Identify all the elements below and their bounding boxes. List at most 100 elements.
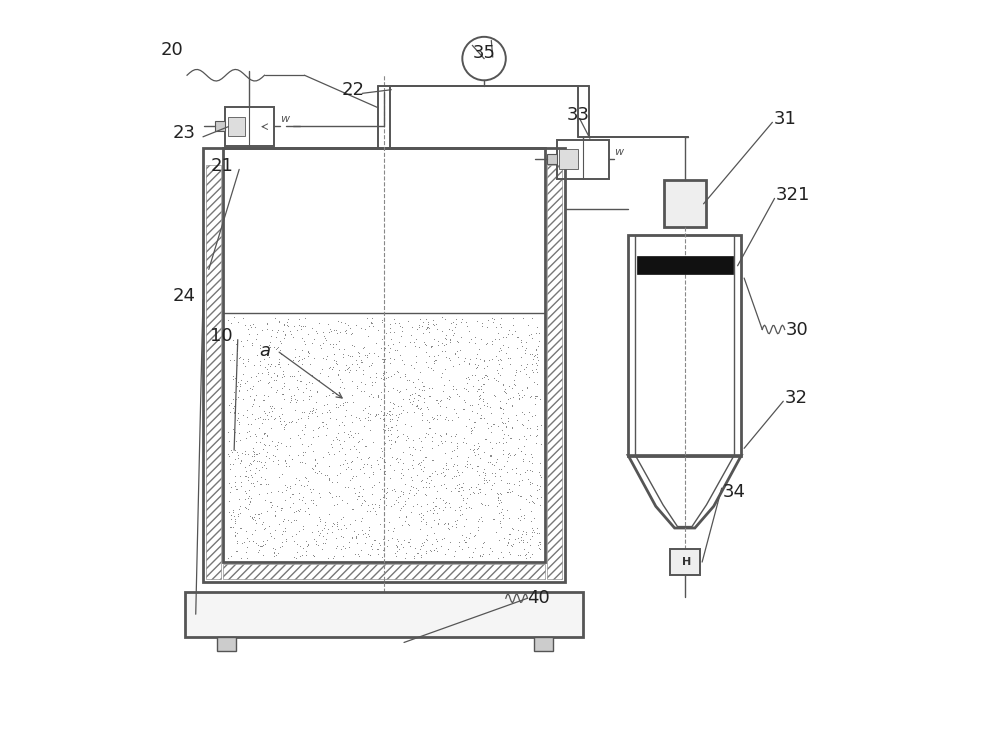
Point [442,355,458,366]
Point [506,450,522,461]
Point [397,478,413,490]
Point [375,374,391,385]
Point [496,460,512,472]
Point [394,326,410,337]
Point [404,399,420,410]
Point [250,367,266,379]
Point [486,372,502,384]
Point [344,456,360,467]
Point [246,393,262,404]
Point [460,385,476,397]
Point [449,388,465,399]
Point [472,389,488,401]
Point [520,546,536,558]
Point [476,378,492,390]
Point [430,518,446,530]
Point [409,548,425,559]
Point [393,472,409,484]
Point [332,467,348,479]
Point [308,404,324,415]
Point [336,426,352,437]
Point [340,319,356,331]
Point [451,541,467,553]
Point [499,486,515,498]
Point [230,376,246,388]
Point [361,471,377,483]
Point [333,543,349,555]
Point [448,383,464,395]
Point [396,358,412,370]
Point [310,423,326,434]
Point [254,418,270,429]
Point [315,337,331,349]
Point [411,321,427,333]
Point [381,516,397,528]
Point [515,537,531,548]
Point [341,361,357,372]
Point [523,515,539,526]
Point [428,492,444,504]
Point [298,535,314,547]
Point [504,382,520,393]
Point [461,358,477,369]
Point [361,524,377,536]
Text: 321: 321 [775,185,810,204]
Point [416,396,432,407]
Point [491,345,507,357]
Point [293,375,309,387]
Point [448,518,464,530]
Point [514,407,530,418]
Point [512,550,528,561]
Point [450,485,466,497]
Point [231,418,247,430]
Point [269,500,285,512]
Point [335,511,351,523]
Point [366,534,382,546]
Point [470,359,486,371]
Point [455,493,471,504]
Point [270,324,286,336]
Point [365,468,381,480]
Point [223,445,239,456]
Point [445,461,461,472]
Point [319,469,335,480]
Point [244,528,260,539]
Point [259,323,275,334]
Point [349,493,365,504]
Point [270,436,286,447]
Point [488,437,504,449]
Point [294,438,310,450]
Point [237,470,253,482]
Point [239,553,255,564]
Point [385,402,401,414]
Point [474,320,490,331]
Point [273,348,289,360]
Point [350,491,366,502]
Point [435,504,451,515]
Point [511,475,527,487]
Point [267,524,283,536]
Point [300,410,316,422]
Point [513,336,529,347]
Point [271,356,287,368]
Point [444,520,460,532]
Point [340,481,356,493]
Point [522,422,538,434]
Point [245,455,261,466]
Point [516,543,532,555]
Point [426,545,442,556]
Point [371,477,387,488]
Point [329,469,345,481]
Point [251,422,267,434]
Point [249,456,265,467]
Point [442,536,458,548]
Point [227,372,243,384]
Point [315,417,331,429]
Point [370,544,386,556]
Point [240,323,256,334]
Point [399,430,415,442]
Point [243,477,259,489]
Point [355,483,371,494]
Point [451,485,467,497]
Point [507,448,523,460]
